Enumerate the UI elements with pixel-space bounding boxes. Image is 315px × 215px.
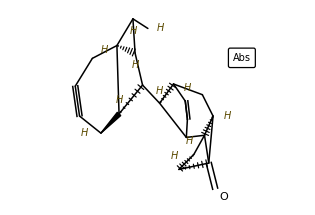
Text: H: H [100,45,108,55]
Text: H: H [171,150,178,161]
Text: H: H [184,83,191,93]
Text: H: H [157,23,164,34]
FancyBboxPatch shape [228,48,255,68]
Text: H: H [115,95,123,105]
Polygon shape [101,112,121,133]
Text: H: H [156,86,163,97]
Text: H: H [223,111,231,121]
Text: O: O [219,192,228,202]
Text: H: H [186,136,193,146]
Text: H: H [131,60,139,70]
Text: H: H [129,26,137,36]
Text: H: H [81,128,89,138]
Text: Abs: Abs [233,53,251,63]
